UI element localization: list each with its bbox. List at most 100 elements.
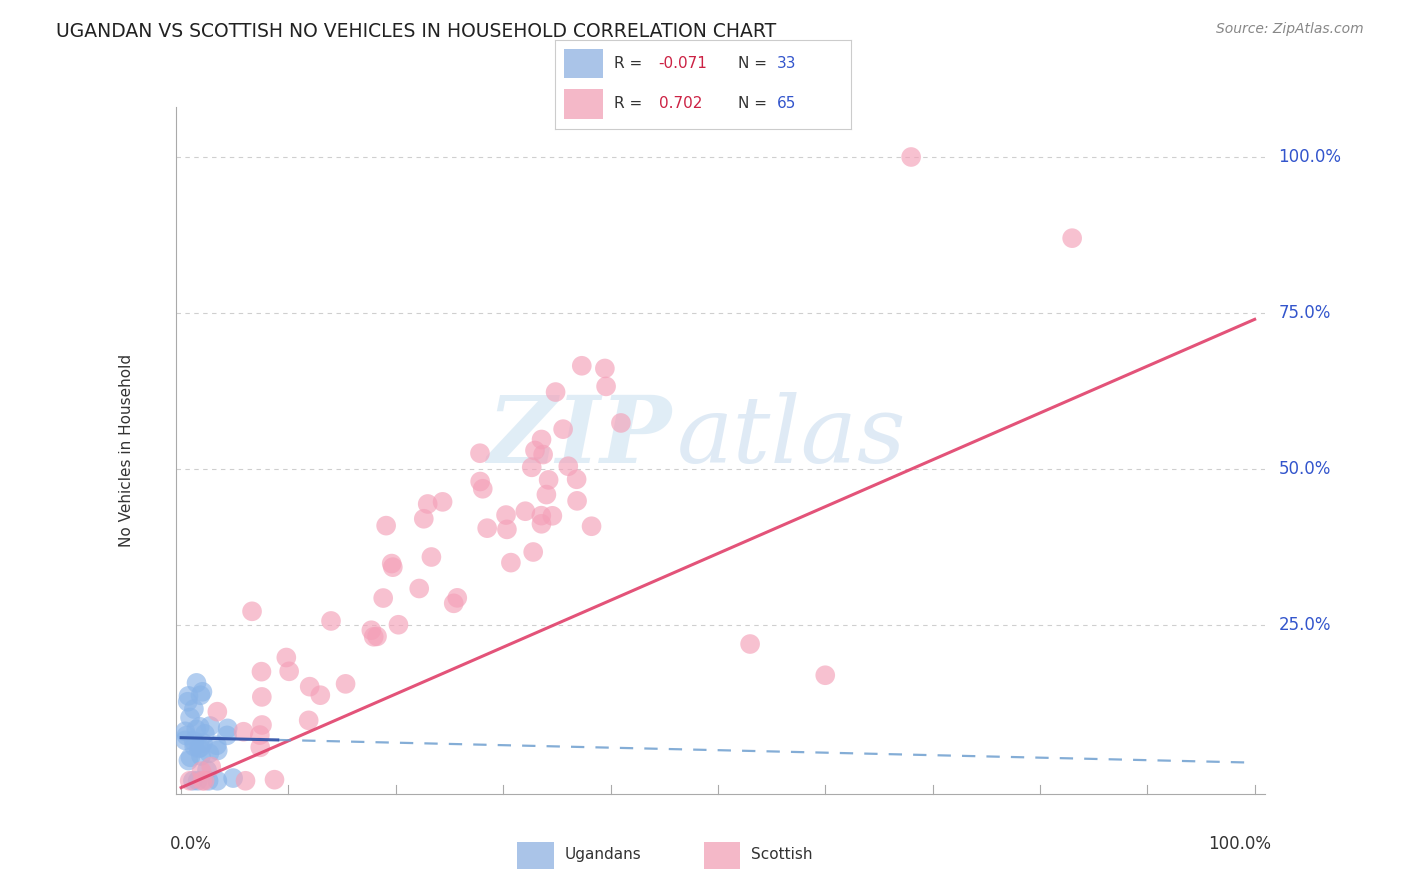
Point	[416, 497, 439, 511]
Point	[179, 773, 201, 788]
Point	[278, 665, 301, 679]
Text: 25.0%: 25.0%	[1278, 616, 1331, 634]
Point	[565, 472, 588, 486]
Point	[190, 688, 212, 702]
Point	[520, 460, 543, 475]
FancyBboxPatch shape	[703, 842, 740, 869]
Point	[446, 591, 468, 605]
Point	[522, 545, 544, 559]
Point	[495, 508, 517, 522]
Point	[375, 518, 398, 533]
Text: -0.071: -0.071	[658, 56, 707, 71]
Text: R =: R =	[614, 96, 652, 112]
Point	[335, 677, 357, 691]
Point	[194, 773, 217, 788]
Point	[179, 750, 201, 764]
Point	[412, 512, 434, 526]
Point	[198, 746, 221, 760]
Point	[190, 764, 212, 779]
Text: 0.702: 0.702	[658, 96, 702, 112]
Text: 33: 33	[778, 56, 796, 71]
Point	[186, 676, 208, 690]
Point	[200, 759, 222, 773]
Point	[420, 549, 443, 564]
Point	[381, 560, 404, 574]
Point	[215, 728, 238, 742]
Point	[536, 487, 558, 501]
Point	[565, 494, 588, 508]
Point	[381, 557, 404, 571]
Point	[373, 591, 395, 605]
Point	[195, 763, 218, 777]
Text: Ugandans: Ugandans	[565, 847, 641, 862]
Point	[240, 604, 263, 618]
Text: ZIP: ZIP	[488, 392, 672, 482]
Point	[194, 727, 217, 741]
Point	[250, 690, 273, 704]
Point	[298, 680, 321, 694]
Point	[475, 521, 498, 535]
Text: 100.0%: 100.0%	[1278, 148, 1341, 166]
Point	[496, 522, 519, 536]
Text: UGANDAN VS SCOTTISH NO VEHICLES IN HOUSEHOLD CORRELATION CHART: UGANDAN VS SCOTTISH NO VEHICLES IN HOUSE…	[56, 22, 776, 41]
Point	[814, 668, 837, 682]
Point	[537, 473, 560, 487]
Point	[179, 710, 201, 724]
Point	[738, 637, 761, 651]
Text: Source: ZipAtlas.com: Source: ZipAtlas.com	[1216, 22, 1364, 37]
Point	[187, 773, 209, 788]
Point	[900, 150, 922, 164]
Point	[249, 740, 271, 755]
Point	[541, 508, 564, 523]
Text: R =: R =	[614, 56, 648, 71]
Point	[249, 728, 271, 742]
FancyBboxPatch shape	[564, 89, 603, 119]
Point	[471, 482, 494, 496]
FancyBboxPatch shape	[517, 842, 554, 869]
Point	[190, 748, 212, 763]
Point	[174, 733, 197, 747]
Point	[408, 582, 430, 596]
Point	[515, 504, 537, 518]
Point	[183, 739, 205, 754]
Point	[553, 422, 575, 436]
Point	[470, 475, 492, 489]
Text: No Vehicles in Household: No Vehicles in Household	[120, 354, 134, 547]
Text: N =: N =	[738, 96, 772, 112]
Point	[360, 624, 382, 638]
Point	[250, 718, 273, 732]
Point	[557, 459, 579, 474]
Text: 100.0%: 100.0%	[1208, 835, 1271, 853]
Point	[387, 617, 409, 632]
Text: N =: N =	[738, 56, 772, 71]
Text: 75.0%: 75.0%	[1278, 304, 1331, 322]
Point	[531, 448, 554, 462]
Point	[186, 723, 208, 737]
Point	[181, 773, 204, 788]
Point	[363, 630, 385, 644]
Point	[232, 724, 254, 739]
Point	[298, 714, 321, 728]
Point	[217, 722, 239, 736]
Point	[207, 743, 229, 757]
Point	[319, 614, 342, 628]
Point	[191, 736, 214, 750]
Point	[183, 702, 205, 716]
Point	[544, 385, 567, 400]
Point	[1062, 231, 1084, 245]
Point	[276, 650, 298, 665]
Point	[222, 771, 245, 785]
Point	[595, 379, 617, 393]
Point	[205, 739, 228, 753]
Point	[207, 773, 229, 788]
Point	[366, 629, 388, 643]
Point	[443, 596, 465, 610]
Point	[235, 773, 257, 788]
Text: 65: 65	[778, 96, 796, 112]
Point	[174, 724, 197, 739]
Point	[309, 688, 332, 702]
Point	[188, 720, 211, 734]
Point	[183, 734, 205, 748]
Point	[530, 508, 553, 523]
Point	[177, 689, 200, 703]
